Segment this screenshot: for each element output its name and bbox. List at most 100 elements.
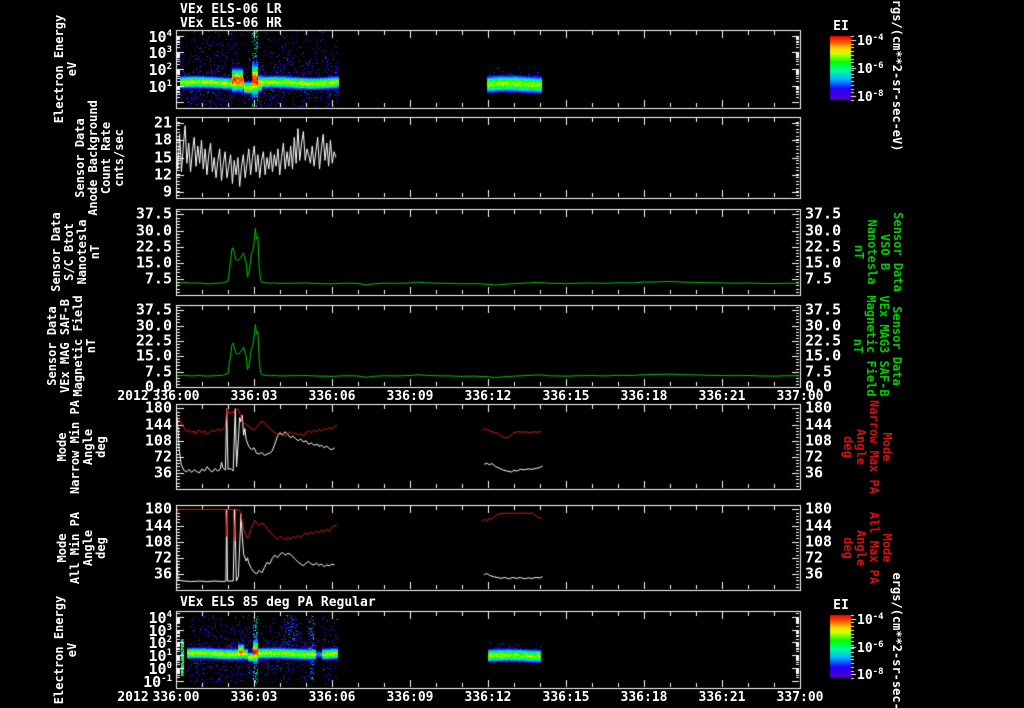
- panel-right-label: Mode Narrow Max PA Angle deg: [841, 399, 894, 494]
- panel-ylabel: Sensor Data VEx MAG SAF-B Magnetic Field…: [45, 295, 98, 397]
- time-tick-label: 336:18: [620, 389, 668, 404]
- y-tick-label: 10-1: [143, 672, 172, 691]
- panel7-title: VEx ELS 85 deg PA Regular: [180, 595, 376, 610]
- y-tick-label: 21: [153, 113, 172, 132]
- y-tick-label: 104: [148, 27, 172, 46]
- y-tick-label-right: 15.0: [805, 253, 842, 272]
- time-tick-label: 336:00: [152, 690, 200, 705]
- y-tick-label-right: 30.0: [805, 221, 842, 239]
- colorbar-units-top: ergs/(cm**2-sr-sec-eV): [890, 0, 904, 152]
- y-tick-label: 0.0: [144, 377, 172, 396]
- y-tick-label-right: 37.5: [805, 204, 842, 223]
- y-tick-label-right: 180: [805, 398, 833, 417]
- panel-ylabel: Mode All Min PA Angle deg: [55, 511, 108, 584]
- time-tick-label: 336:03: [230, 389, 278, 404]
- time-tick-label: 336:18: [620, 690, 668, 705]
- y-tick-label: 144: [144, 415, 172, 434]
- colorbar-title-top: EI: [833, 19, 849, 34]
- y-tick-label: 100: [148, 660, 172, 679]
- panel1-title-lr: VEx ELS-06 LR: [180, 2, 282, 17]
- colorbar-tick-label: 10-8: [857, 88, 884, 105]
- year-label: 2012: [117, 690, 149, 705]
- time-tick-label: 337:00: [776, 690, 824, 705]
- y-tick-label: 104: [148, 608, 172, 627]
- y-tick-label-right: 144: [805, 415, 833, 434]
- panel-ylabel: Mode Narrow Min PA Angle deg: [55, 399, 108, 494]
- y-tick-label: 7.5: [144, 269, 172, 288]
- y-tick-label: 108: [144, 532, 172, 551]
- time-tick-label: 336:21: [698, 389, 746, 404]
- y-tick-label-right: 108: [805, 532, 833, 551]
- y-tick-label: 180: [144, 398, 172, 417]
- y-tick-label-right: 108: [805, 431, 833, 450]
- y-tick-label: 108: [144, 431, 172, 450]
- time-tick-label: 336:09: [386, 389, 434, 404]
- y-tick-label: 22.5: [135, 331, 172, 350]
- time-tick-label: 336:09: [386, 690, 434, 705]
- colorbar-tick-label: 10-8: [857, 666, 884, 683]
- y-tick-label-right: 36: [805, 564, 824, 583]
- y-tick-label: 101: [148, 647, 172, 666]
- colorbar-tick-label: 10-4: [857, 612, 884, 629]
- time-tick-label: 336:15: [542, 389, 590, 404]
- time-tick-label: 336:12: [464, 389, 512, 404]
- panel-right-label: Sensor Data VEx MAG3 SAF-B Magnetic Fiel…: [851, 295, 904, 397]
- colorbar-tick-label: 10-6: [857, 639, 884, 656]
- y-tick-label: 7.5: [144, 362, 172, 381]
- y-tick-label-right: 36: [805, 463, 824, 482]
- time-tick-label: 336:03: [230, 690, 278, 705]
- y-tick-label: 180: [144, 499, 172, 518]
- time-tick-label: 336:06: [308, 690, 356, 705]
- colorbar-tick-label: 10-4: [857, 33, 884, 50]
- y-tick-label: 102: [148, 61, 172, 79]
- y-tick-label: 15: [153, 148, 172, 166]
- colorbar-tick-label: 10-6: [857, 60, 884, 78]
- time-tick-label: 336:00: [152, 389, 200, 404]
- panel-right-label: Sensor Data VSO B Nanotesla nT: [852, 212, 905, 292]
- y-tick-label: 102: [148, 634, 172, 653]
- y-tick-label: 101: [148, 77, 172, 96]
- y-tick-label: 103: [148, 44, 172, 63]
- y-tick-label-right: 72: [805, 447, 824, 466]
- y-tick-label-right: 7.5: [805, 362, 833, 381]
- panel-right-label: Mode All Max PA Angle deg: [841, 511, 894, 584]
- colorbar-units-bottom: ergs/(cm**2-sr-sec-eV): [890, 572, 904, 708]
- y-tick-label: 36: [153, 463, 172, 482]
- panel-ylabel: Sensor Data Anode Background Count Rate …: [73, 99, 126, 216]
- y-tick-label: 72: [153, 447, 172, 466]
- panel-ylabel: Sensor Data S/C Btot Nanotesla nT: [49, 212, 102, 292]
- time-tick-label: 336:21: [698, 690, 746, 705]
- panel1-title-hr: VEx ELS-06 HR: [180, 16, 282, 31]
- time-tick-label: 336:06: [308, 389, 356, 404]
- y-tick-label-right: 15.0: [805, 346, 842, 365]
- year-label: 2012: [117, 389, 149, 404]
- time-tick-label: 336:12: [464, 690, 512, 705]
- colorbar-title-bottom: EI: [833, 598, 849, 613]
- y-tick-label-right: 22.5: [805, 237, 842, 256]
- y-tick-label: 22.5: [135, 237, 172, 256]
- y-tick-label-right: 72: [805, 548, 824, 567]
- y-tick-label-right: 0.0: [805, 377, 833, 396]
- y-tick-label: 9: [162, 182, 172, 201]
- y-tick-label: 15.0: [135, 346, 172, 365]
- y-tick-label: 72: [153, 548, 172, 567]
- panel-ylabel: Electron Energy eV: [52, 595, 79, 704]
- y-tick-label-right: 30.0: [805, 316, 842, 334]
- y-tick-label: 18: [153, 130, 172, 149]
- y-tick-label-right: 7.5: [805, 269, 833, 288]
- y-tick-label: 103: [148, 621, 172, 640]
- y-tick-label: 37.5: [135, 300, 172, 319]
- y-tick-label-right: 22.5: [805, 331, 842, 350]
- y-tick-label: 12: [153, 165, 172, 184]
- y-tick-label: 36: [153, 564, 172, 583]
- y-tick-label: 37.5: [135, 204, 172, 223]
- y-tick-label-right: 144: [805, 516, 833, 535]
- time-tick-label: 337:00: [776, 389, 824, 404]
- y-tick-label-right: 180: [805, 499, 833, 518]
- y-tick-label: 30.0: [135, 316, 172, 334]
- y-tick-label: 144: [144, 516, 172, 535]
- y-tick-label: 15.0: [135, 253, 172, 272]
- y-tick-label: 30.0: [135, 221, 172, 239]
